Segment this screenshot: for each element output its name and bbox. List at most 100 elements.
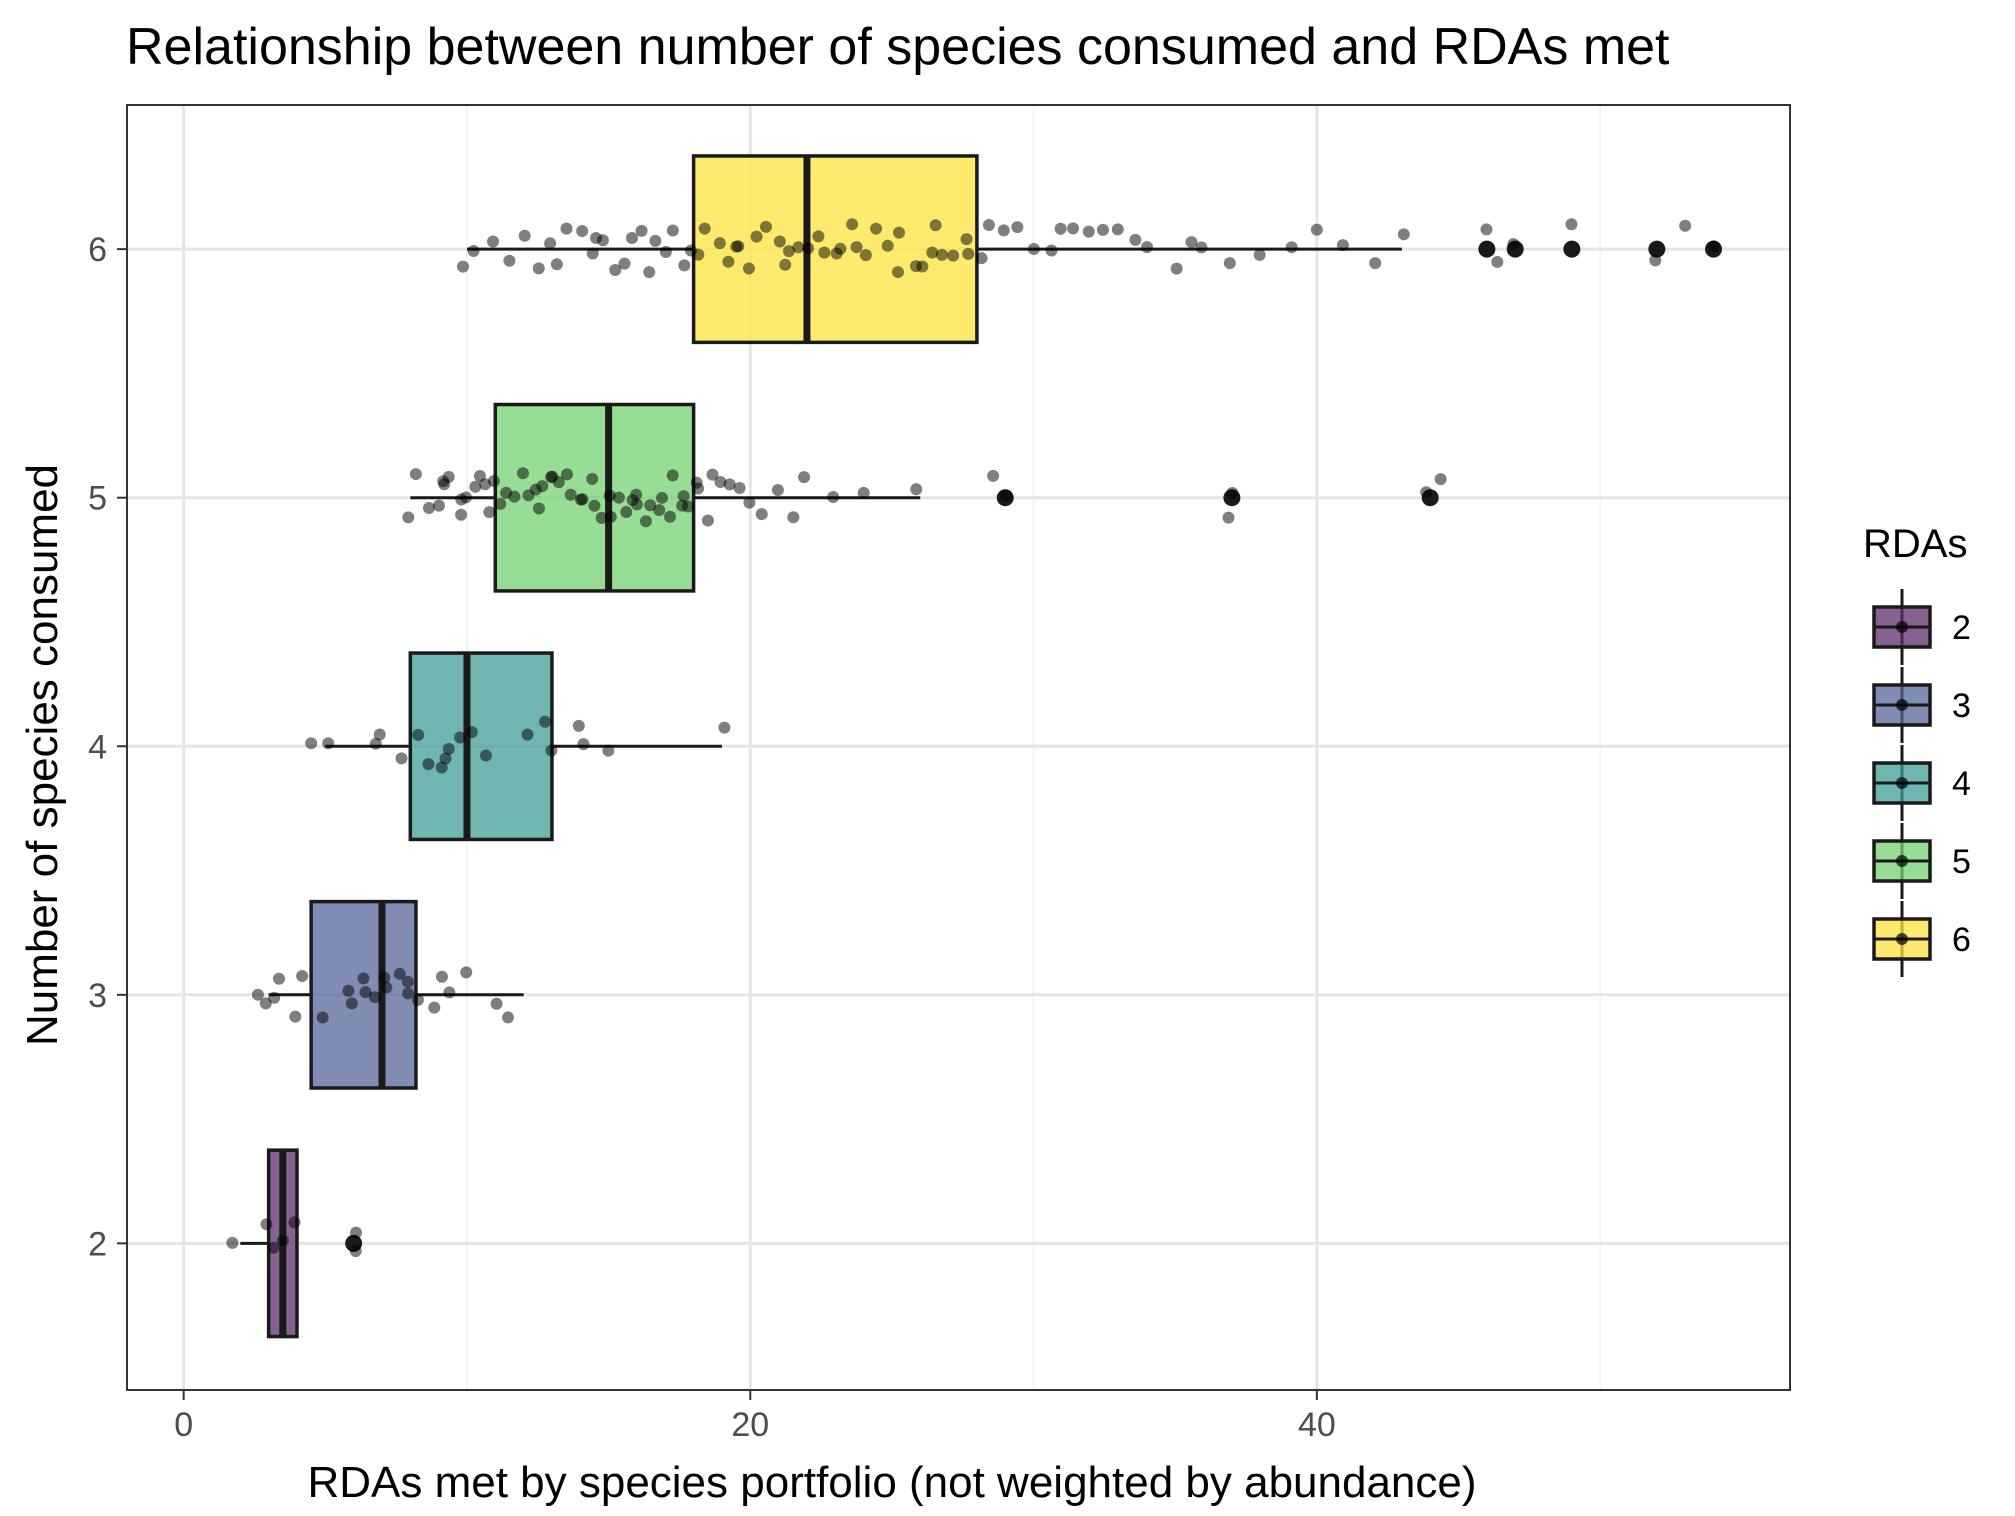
legend-key-point-5: [1896, 855, 1908, 867]
data-point-5: [1226, 486, 1239, 499]
data-point-6: [487, 235, 500, 248]
data-point-6: [1397, 228, 1410, 241]
data-point-5: [508, 490, 521, 503]
data-point-6: [834, 242, 847, 255]
data-point-6: [467, 244, 480, 257]
data-point-6: [947, 249, 960, 262]
data-point-3: [460, 966, 473, 979]
data-point-3: [435, 970, 448, 983]
data-point-6: [666, 224, 679, 237]
plot-area: 0 20 40 2 3 4 5 6: [88, 104, 1791, 1444]
data-point-5: [576, 493, 589, 506]
data-point-5: [564, 488, 577, 501]
data-point-6: [635, 224, 648, 237]
data-point-6: [870, 222, 883, 235]
data-point-3: [289, 1010, 302, 1023]
data-point-6: [1253, 248, 1266, 261]
data-point-6: [1082, 225, 1095, 238]
data-point-5: [469, 480, 482, 493]
data-point-5: [733, 482, 746, 495]
data-point-6: [618, 257, 631, 270]
data-point-5: [639, 515, 652, 528]
data-point-5: [827, 490, 840, 503]
legend-label-2: 2: [1952, 609, 1971, 647]
data-point-6: [982, 218, 995, 231]
data-point-6: [643, 266, 656, 279]
data-point-5: [536, 480, 549, 493]
data-point-6: [722, 255, 735, 268]
legend-key-point-6: [1896, 933, 1908, 945]
data-point-3: [272, 972, 285, 985]
data-point-6: [1170, 262, 1183, 275]
data-point-6: [1507, 238, 1520, 251]
legend-label-5: 5: [1952, 843, 1971, 881]
data-point-6: [1649, 254, 1662, 267]
legend-key-point-4: [1896, 777, 1908, 789]
data-point-5: [516, 467, 529, 480]
data-point-6: [760, 220, 773, 233]
data-point-5: [532, 502, 545, 515]
data-point-3: [393, 967, 406, 980]
data-point-2: [260, 1218, 273, 1231]
data-point-5: [666, 469, 679, 482]
data-point-5: [409, 468, 422, 481]
data-point-6: [1067, 222, 1080, 235]
data-point-6: [1011, 221, 1024, 234]
data-point-5: [560, 468, 573, 481]
data-point-3: [428, 1001, 441, 1014]
plot-border: [126, 104, 1791, 1391]
data-point-4: [422, 758, 435, 771]
data-point-3: [316, 1011, 329, 1024]
data-point-6: [1310, 223, 1323, 236]
data-point-4: [322, 737, 335, 750]
data-point-5: [552, 476, 565, 489]
data-point-5: [1420, 486, 1433, 499]
data-point-6: [1480, 223, 1493, 236]
data-point-6: [1369, 257, 1382, 270]
data-point-6: [659, 245, 672, 258]
data-point-6: [649, 234, 662, 247]
data-point-3: [259, 997, 272, 1010]
data-point-6: [893, 226, 906, 239]
y-tick-label: 2: [88, 1225, 107, 1263]
data-point-5: [588, 499, 601, 512]
data-point-6: [997, 224, 1010, 237]
data-point-6: [518, 229, 531, 242]
data-point-6: [560, 222, 573, 235]
data-point-3: [402, 987, 415, 1000]
data-point-4: [369, 737, 382, 750]
x-tick-label: 40: [1298, 1406, 1336, 1444]
data-point-4: [479, 749, 492, 762]
data-point-5: [706, 468, 719, 481]
data-point-6: [1223, 257, 1236, 270]
data-point-2: [267, 1241, 280, 1254]
data-point-6: [456, 260, 469, 273]
data-point-6: [850, 241, 863, 254]
data-point-6: [1096, 223, 1109, 236]
y-tick-label: 6: [88, 231, 107, 269]
data-point-6: [1054, 222, 1067, 235]
data-point-5: [653, 504, 666, 517]
legend-label-6: 6: [1952, 921, 1971, 959]
data-point-5: [455, 508, 468, 521]
data-point-4: [442, 742, 455, 755]
data-point-3: [345, 997, 358, 1010]
data-point-5: [402, 511, 415, 524]
data-point-6: [1111, 223, 1124, 236]
data-point-5: [663, 510, 676, 523]
data-point-6: [891, 266, 904, 279]
data-point-6: [698, 222, 711, 235]
data-point-6: [678, 259, 691, 272]
data-point-5: [586, 472, 599, 485]
data-point-5: [714, 475, 727, 488]
data-point-3: [368, 991, 381, 1004]
box-4: [408, 651, 554, 842]
x-axis-label: RDAs met by species portfolio (not weigh…: [307, 1458, 1476, 1507]
data-point-2: [288, 1216, 301, 1229]
data-point-6: [1027, 242, 1040, 255]
data-point-6: [1491, 255, 1504, 268]
data-point-5: [612, 491, 625, 504]
data-point-3: [268, 991, 281, 1004]
